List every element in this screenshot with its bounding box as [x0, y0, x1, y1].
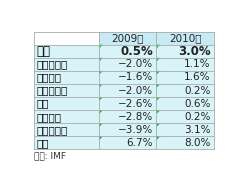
Text: 2010年: 2010年: [169, 33, 201, 43]
Polygon shape: [99, 58, 103, 62]
Polygon shape: [156, 97, 160, 101]
Text: −3.9%: −3.9%: [118, 125, 153, 135]
Text: −1.6%: −1.6%: [118, 72, 153, 82]
Bar: [34, 136, 214, 149]
Polygon shape: [99, 110, 103, 114]
Text: 中国: 中国: [36, 138, 49, 148]
Polygon shape: [99, 71, 103, 75]
Bar: [34, 84, 214, 97]
Text: 1.6%: 1.6%: [184, 72, 210, 82]
Text: 日本: 日本: [36, 99, 49, 109]
Polygon shape: [156, 71, 160, 75]
Text: 3.0%: 3.0%: [178, 45, 210, 58]
Text: イギリス: イギリス: [36, 112, 61, 122]
Polygon shape: [99, 84, 103, 88]
Text: 0.5%: 0.5%: [120, 45, 153, 58]
Bar: [34, 32, 99, 45]
Bar: [99, 32, 156, 45]
Text: 先進経済圏: 先進経済圏: [36, 59, 67, 69]
Polygon shape: [99, 123, 103, 127]
Text: −2.0%: −2.0%: [118, 85, 153, 96]
Text: アメリカ: アメリカ: [36, 72, 61, 82]
Bar: [34, 58, 214, 71]
Text: 8.0%: 8.0%: [184, 138, 210, 148]
Polygon shape: [156, 45, 160, 49]
Polygon shape: [156, 123, 160, 127]
Text: 0.2%: 0.2%: [184, 85, 210, 96]
Polygon shape: [156, 84, 160, 88]
Text: 世界: 世界: [36, 45, 50, 58]
Polygon shape: [99, 97, 103, 101]
Text: 新興工業国: 新興工業国: [36, 125, 67, 135]
Text: −2.6%: −2.6%: [118, 99, 153, 109]
Bar: [34, 71, 214, 84]
Text: −2.8%: −2.8%: [118, 112, 153, 122]
Text: 6.7%: 6.7%: [127, 138, 153, 148]
Polygon shape: [156, 58, 160, 62]
Text: −2.0%: −2.0%: [118, 59, 153, 69]
Polygon shape: [156, 110, 160, 114]
Text: ユーロ地域: ユーロ地域: [36, 85, 67, 96]
Bar: [34, 110, 214, 123]
Polygon shape: [99, 136, 103, 140]
Bar: [34, 123, 214, 136]
Text: 資料: IMF: 資料: IMF: [34, 152, 66, 161]
Text: 0.2%: 0.2%: [184, 112, 210, 122]
Bar: [34, 97, 214, 110]
Bar: [156, 32, 214, 45]
Text: 2009年: 2009年: [111, 33, 144, 43]
Polygon shape: [99, 45, 103, 49]
Polygon shape: [156, 136, 160, 140]
Text: 0.6%: 0.6%: [184, 99, 210, 109]
Text: 1.1%: 1.1%: [184, 59, 210, 69]
Text: 3.1%: 3.1%: [184, 125, 210, 135]
Bar: [34, 45, 214, 58]
